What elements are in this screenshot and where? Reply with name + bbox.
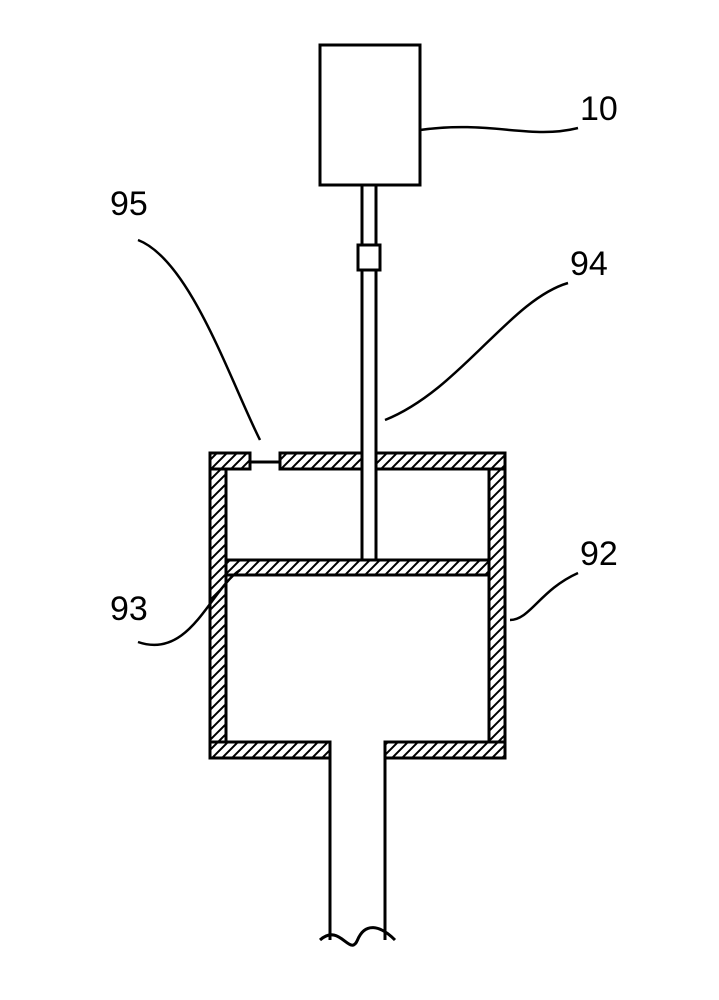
label-piston: 93 bbox=[110, 590, 148, 628]
label-cylinder: 92 bbox=[580, 535, 618, 573]
label-vent: 95 bbox=[110, 185, 148, 223]
label-top_box: 10 bbox=[580, 90, 618, 128]
label-rod: 94 bbox=[570, 245, 608, 283]
schematic-diagram: 10 94 95 92 93 bbox=[0, 0, 719, 1000]
